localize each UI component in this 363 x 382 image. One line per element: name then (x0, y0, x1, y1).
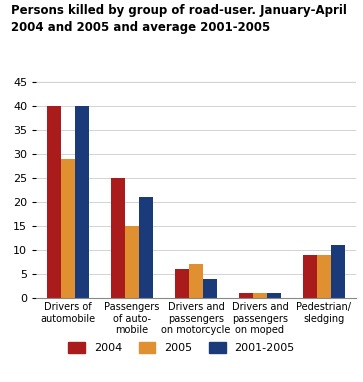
Bar (203, 279, 217, 298)
Bar (175, 269, 189, 298)
Bar (47, 106, 61, 298)
Bar (303, 255, 317, 298)
Bar (331, 245, 345, 298)
Bar (317, 255, 331, 298)
Bar (239, 293, 253, 298)
Bar (61, 159, 75, 298)
Legend: 2004, 2005, 2001-2005: 2004, 2005, 2001-2005 (65, 338, 298, 357)
Bar (111, 178, 125, 298)
Bar (75, 106, 89, 298)
Bar (253, 293, 267, 298)
Bar (125, 226, 139, 298)
Bar (189, 264, 203, 298)
Text: Persons killed by group of road-user. January-April
2004 and 2005 and average 20: Persons killed by group of road-user. Ja… (11, 4, 347, 34)
Bar (267, 293, 281, 298)
Bar (139, 197, 153, 298)
